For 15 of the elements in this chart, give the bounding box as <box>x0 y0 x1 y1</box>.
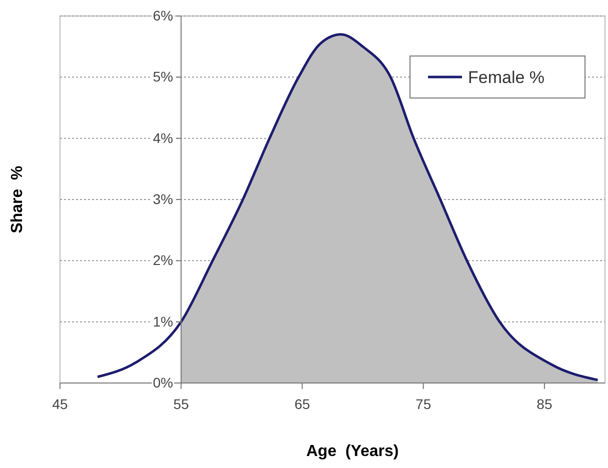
legend-label: Female % <box>468 68 545 87</box>
y-tick-label: 2% <box>152 252 174 268</box>
x-tick-label: 75 <box>416 396 432 412</box>
x-tick-label: 65 <box>294 396 310 412</box>
y-tick-label: 0% <box>152 374 174 390</box>
y-tick-label: 5% <box>152 68 174 85</box>
x-tick-label: 45 <box>52 396 68 412</box>
y-tick-label: 6% <box>152 7 174 24</box>
y-tick-label: 4% <box>152 130 174 146</box>
x-axis-title: Age (Years) <box>306 443 399 460</box>
x-tick-label: 85 <box>536 396 552 412</box>
y-axis-title: Share % <box>9 166 26 234</box>
y-tick-label: 3% <box>152 190 174 207</box>
y-tick-label: 1% <box>152 313 174 330</box>
x-tick-label: 55 <box>173 396 190 412</box>
